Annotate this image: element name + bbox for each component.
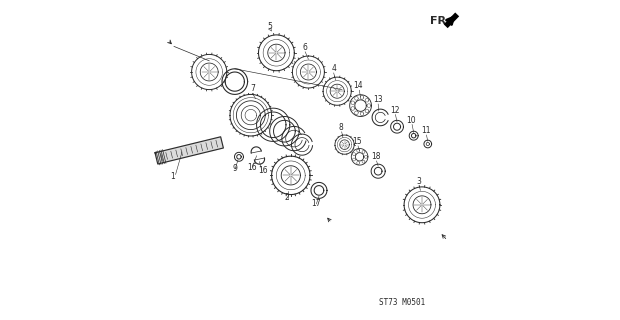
Text: 13: 13 [373,95,383,104]
Text: 16: 16 [258,166,267,175]
Text: 11: 11 [421,126,430,135]
Text: 9: 9 [232,164,237,173]
Text: 4: 4 [331,64,336,73]
Text: 2: 2 [285,193,290,202]
Text: 14: 14 [353,81,363,90]
Text: 15: 15 [353,137,362,146]
Text: 16: 16 [247,163,257,172]
Text: 17: 17 [311,199,321,208]
Text: 10: 10 [407,116,416,124]
Text: 8: 8 [339,123,343,132]
Text: 1: 1 [170,172,175,181]
Text: ST73 M0501: ST73 M0501 [379,298,425,307]
Text: 7: 7 [250,84,255,93]
Text: 5: 5 [268,22,272,31]
Text: 12: 12 [390,106,399,115]
Text: 18: 18 [371,152,381,161]
Text: FR.: FR. [430,16,451,26]
Text: 6: 6 [303,43,308,52]
Text: 3: 3 [417,177,421,186]
Polygon shape [155,137,223,164]
